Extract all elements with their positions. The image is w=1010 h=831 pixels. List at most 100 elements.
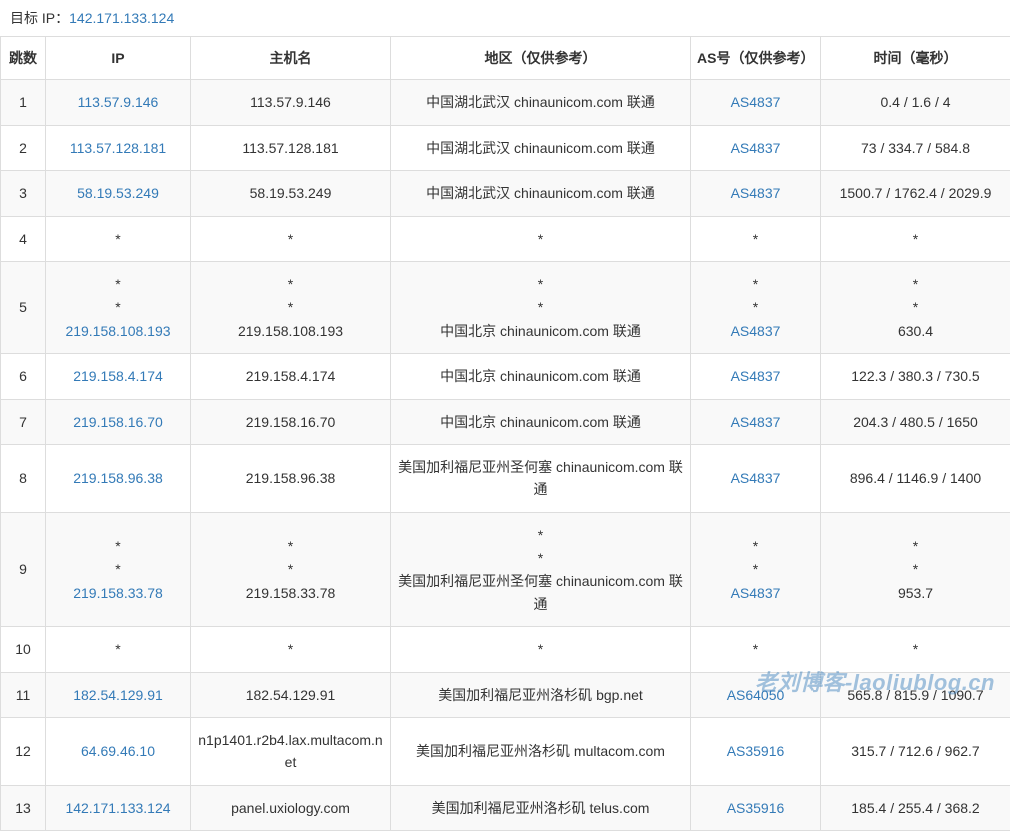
cell-region: **美国加利福尼亚州圣何塞 chinaunicom.com 联通 (391, 512, 691, 627)
cell-region: 中国湖北武汉 chinaunicom.com 联通 (391, 125, 691, 170)
traceroute-table: 跳数 IP 主机名 地区（仅供参考） AS号（仅供参考） 时间（毫秒） 1113… (0, 36, 1010, 831)
cell-asn-link[interactable]: AS4837 (731, 185, 781, 201)
cell-region: 美国加利福尼亚州洛杉矶 telus.com (391, 785, 691, 830)
cell-host: * (191, 216, 391, 261)
cell-asn: AS4837 (691, 80, 821, 125)
cell-ip-link[interactable]: 182.54.129.91 (73, 687, 163, 703)
cell-region-text: * (397, 524, 684, 546)
cell-region-text: * (397, 547, 684, 569)
cell-asn-link[interactable]: AS4837 (731, 585, 781, 601)
cell-ip-link[interactable]: 113.57.128.181 (70, 140, 166, 156)
cell-time-text: * (827, 638, 1004, 660)
header-hop: 跳数 (1, 37, 46, 80)
cell-asn-text: * (697, 273, 814, 295)
cell-time: 315.7 / 712.6 / 962.7 (821, 718, 1010, 786)
cell-hop: 5 (1, 261, 46, 353)
cell-ip: 182.54.129.91 (46, 672, 191, 717)
cell-hop: 12 (1, 718, 46, 786)
cell-hop: 11 (1, 672, 46, 717)
cell-host-text: 219.158.108.193 (197, 320, 384, 342)
cell-time-text: 953.7 (827, 582, 1004, 604)
cell-ip-link[interactable]: 58.19.53.249 (77, 185, 159, 201)
cell-asn-link[interactable]: AS35916 (727, 800, 785, 816)
cell-host-text: n1p1401.r2b4.lax.multacom.net (197, 729, 384, 774)
cell-ip: 219.158.16.70 (46, 399, 191, 444)
cell-region-text: * (397, 273, 684, 295)
cell-asn-link[interactable]: AS4837 (731, 94, 781, 110)
cell-host-text: 219.158.4.174 (197, 365, 384, 387)
cell-ip-link[interactable]: 219.158.108.193 (65, 323, 170, 339)
cell-host: 219.158.16.70 (191, 399, 391, 444)
header-host: 主机名 (191, 37, 391, 80)
cell-asn: ** AS4837 (691, 512, 821, 627)
cell-ip-text: * (52, 296, 184, 318)
table-row: 1113.57.9.146113.57.9.146中国湖北武汉 chinauni… (1, 80, 1010, 125)
cell-hop: 7 (1, 399, 46, 444)
cell-region-text: 美国加利福尼亚州圣何塞 chinaunicom.com 联通 (397, 456, 684, 501)
cell-time-text: 204.3 / 480.5 / 1650 (827, 411, 1004, 433)
header-region: 地区（仅供参考） (391, 37, 691, 80)
cell-time: 73 / 334.7 / 584.8 (821, 125, 1010, 170)
cell-ip-link[interactable]: 219.158.96.38 (73, 470, 163, 486)
cell-host-text: * (197, 273, 384, 295)
cell-time: 204.3 / 480.5 / 1650 (821, 399, 1010, 444)
cell-asn-link[interactable]: AS4837 (731, 140, 781, 156)
cell-hop: 2 (1, 125, 46, 170)
cell-time: 896.4 / 1146.9 / 1400 (821, 444, 1010, 512)
cell-hop: 1 (1, 80, 46, 125)
table-row: 11182.54.129.91182.54.129.91美国加利福尼亚州洛杉矶 … (1, 672, 1010, 717)
cell-asn-link[interactable]: AS35916 (727, 743, 785, 759)
cell-hop: 6 (1, 354, 46, 399)
cell-ip: 113.57.128.181 (46, 125, 191, 170)
cell-asn-link[interactable]: AS4837 (731, 323, 781, 339)
cell-hop: 4 (1, 216, 46, 261)
header-time: 时间（毫秒） (821, 37, 1010, 80)
table-row: 8219.158.96.38219.158.96.38美国加利福尼亚州圣何塞 c… (1, 444, 1010, 512)
cell-ip-link[interactable]: 64.69.46.10 (81, 743, 155, 759)
cell-region-text: 中国北京 chinaunicom.com 联通 (397, 365, 684, 387)
cell-ip: **219.158.33.78 (46, 512, 191, 627)
cell-time-text: * (827, 228, 1004, 250)
cell-host: 58.19.53.249 (191, 171, 391, 216)
cell-host-text: panel.uxiology.com (197, 797, 384, 819)
cell-region-text: * (397, 228, 684, 250)
cell-asn-link[interactable]: AS4837 (731, 368, 781, 384)
cell-asn: AS35916 (691, 718, 821, 786)
cell-region: 美国加利福尼亚州圣何塞 chinaunicom.com 联通 (391, 444, 691, 512)
cell-time-text: * (827, 558, 1004, 580)
cell-ip-link[interactable]: 219.158.16.70 (73, 414, 163, 430)
cell-asn-text: * (697, 558, 814, 580)
cell-host-text: 113.57.9.146 (197, 91, 384, 113)
cell-ip-link[interactable]: 142.171.133.124 (65, 800, 170, 816)
cell-time-text: 185.4 / 255.4 / 368.2 (827, 797, 1004, 819)
cell-ip-link[interactable]: 219.158.4.174 (73, 368, 163, 384)
cell-host: 113.57.128.181 (191, 125, 391, 170)
cell-time: 1500.7 / 1762.4 / 2029.9 (821, 171, 1010, 216)
cell-host-text: 58.19.53.249 (197, 182, 384, 204)
cell-asn-link[interactable]: AS4837 (731, 470, 781, 486)
cell-region-text: 中国湖北武汉 chinaunicom.com 联通 (397, 137, 684, 159)
target-ip-label: 目标 IP： (10, 10, 69, 26)
table-row: 4***** (1, 216, 1010, 261)
cell-host: n1p1401.r2b4.lax.multacom.net (191, 718, 391, 786)
cell-region-text: 美国加利福尼亚州圣何塞 chinaunicom.com 联通 (397, 570, 684, 615)
cell-ip: 113.57.9.146 (46, 80, 191, 125)
cell-ip: 219.158.4.174 (46, 354, 191, 399)
cell-ip-link[interactable]: 219.158.33.78 (73, 585, 163, 601)
cell-ip: 58.19.53.249 (46, 171, 191, 216)
cell-ip-text: * (52, 273, 184, 295)
cell-host: **219.158.108.193 (191, 261, 391, 353)
cell-time-text: 630.4 (827, 320, 1004, 342)
cell-asn-text: * (697, 535, 814, 557)
cell-host: 182.54.129.91 (191, 672, 391, 717)
cell-host: 219.158.96.38 (191, 444, 391, 512)
target-ip-line: 目标 IP：142.171.133.124 (0, 0, 1010, 36)
cell-region: 中国湖北武汉 chinaunicom.com 联通 (391, 171, 691, 216)
cell-asn-link[interactable]: AS4837 (731, 414, 781, 430)
cell-time-text: 0.4 / 1.6 / 4 (827, 91, 1004, 113)
cell-ip-link[interactable]: 113.57.9.146 (78, 94, 159, 110)
cell-asn-link[interactable]: AS64050 (727, 687, 785, 703)
cell-ip-text: * (52, 638, 184, 660)
cell-time-text: 73 / 334.7 / 584.8 (827, 137, 1004, 159)
cell-region: * (391, 216, 691, 261)
